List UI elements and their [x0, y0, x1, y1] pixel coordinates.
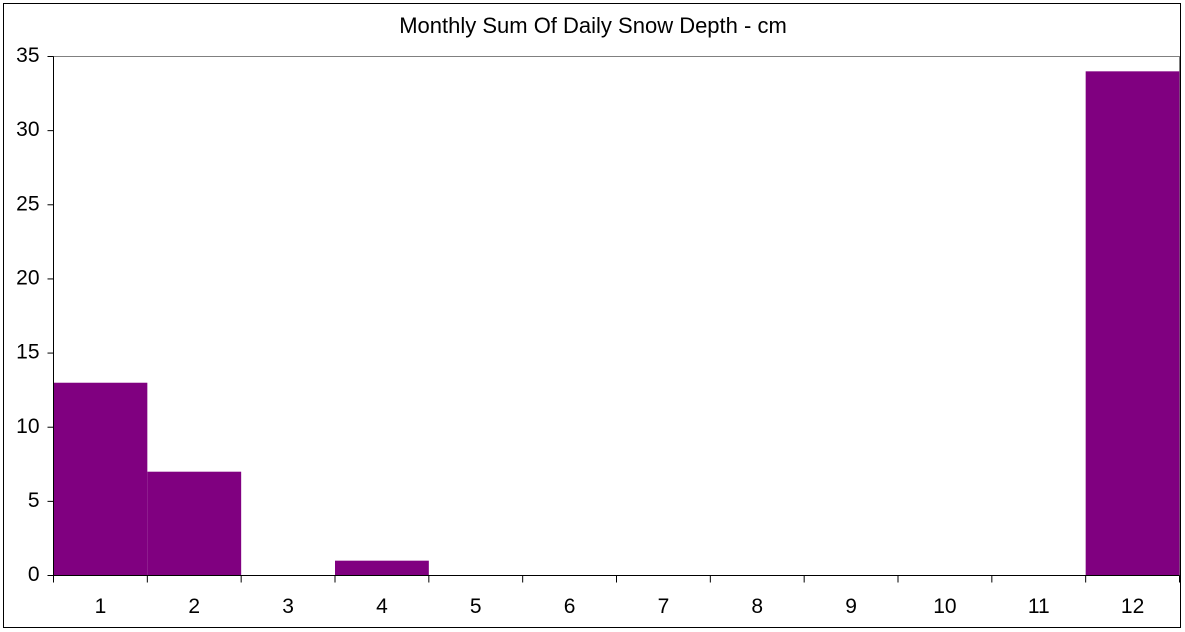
y-tick-label: 10 [16, 415, 39, 438]
plot-area [53, 56, 1180, 576]
y-tick-label: 25 [16, 192, 39, 215]
x-tick-label: 5 [470, 595, 482, 618]
x-tick-label: 7 [658, 595, 670, 618]
x-tick-label: 8 [751, 595, 763, 618]
x-tick-label: 3 [282, 595, 294, 618]
x-tick-label: 4 [376, 595, 388, 618]
bar [335, 560, 429, 576]
chart-title: Monthly Sum Of Daily Snow Depth - cm [399, 13, 787, 38]
y-tick-label: 15 [16, 341, 39, 364]
y-tick-label: 20 [16, 266, 39, 289]
bar [147, 471, 242, 576]
x-tick-label: 9 [845, 595, 857, 618]
x-tick-label: 6 [564, 595, 576, 618]
y-tick-label: 5 [28, 489, 40, 512]
x-tick-label: 10 [933, 595, 956, 618]
x-tick-label: 2 [188, 595, 200, 618]
bar [53, 382, 148, 576]
bar [1085, 71, 1180, 576]
y-tick-label: 35 [16, 44, 39, 67]
y-tick-label: 0 [28, 563, 40, 586]
y-tick-label: 30 [16, 118, 39, 141]
x-tick-label: 11 [1028, 595, 1050, 618]
x-tick-label: 1 [95, 595, 107, 618]
x-tick-label: 12 [1121, 595, 1144, 618]
